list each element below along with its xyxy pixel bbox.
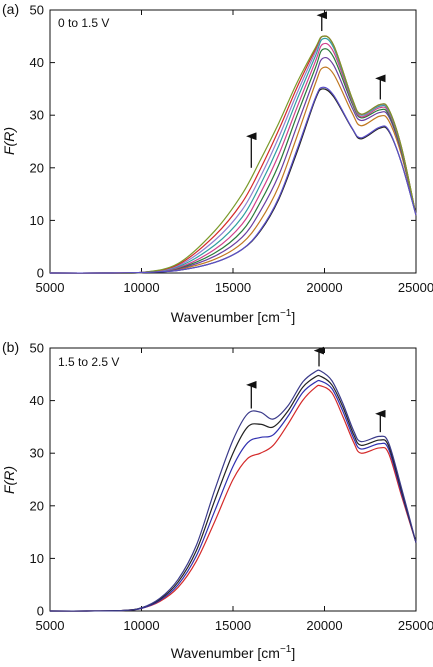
annotation-text: 0 to 1.5 V <box>58 16 109 30</box>
x-tick-label: 25000 <box>398 618 433 633</box>
y-tick-label: 40 <box>30 55 44 70</box>
x-tick-label: 10000 <box>123 280 159 295</box>
x-tick-label: 5000 <box>36 280 65 295</box>
series-line-1 <box>49 384 417 612</box>
y-tick-label: 0 <box>37 604 44 619</box>
x-tick-label: 20000 <box>306 280 342 295</box>
series-line-3 <box>49 374 417 612</box>
series-line-7 <box>49 35 417 274</box>
y-tick-label: 10 <box>30 551 44 566</box>
x-tick-label: 25000 <box>398 280 433 295</box>
series-line-9 <box>49 35 417 274</box>
y-tick-label: 50 <box>30 3 44 18</box>
x-tick-label: 15000 <box>215 280 251 295</box>
annotation-text: 1.5 to 2.5 V <box>58 355 119 369</box>
series-line-5 <box>49 42 417 274</box>
y-tick-label: 0 <box>37 266 44 281</box>
x-axis-label: Wavenumber [cm−1] <box>171 644 295 661</box>
series-line-4 <box>49 48 417 274</box>
x-tick-label: 10000 <box>123 618 159 633</box>
panel-label: (a) <box>2 1 19 17</box>
y-axis-label: F(R) <box>1 127 17 155</box>
arrows <box>246 346 386 433</box>
y-tick-label: 20 <box>30 160 44 175</box>
panel-b: (b) 1.5 to 2.5 V F(R) Wavenumber [cm−1] … <box>1 339 433 661</box>
svg-text:F(R): F(R) <box>1 127 17 155</box>
y-tick-label: 10 <box>30 213 44 228</box>
series-line-10 <box>49 86 417 274</box>
series-group <box>49 369 417 612</box>
series-line-2 <box>49 379 417 612</box>
x-axis-label: Wavenumber [cm−1] <box>171 308 295 325</box>
y-axis-label: F(R) <box>1 466 17 494</box>
arrows <box>246 11 386 168</box>
series-line-8 <box>49 35 417 274</box>
series-group <box>49 35 417 274</box>
series-line-6 <box>49 37 417 274</box>
y-tick-label: 30 <box>30 108 44 123</box>
y-tick-label: 30 <box>30 446 44 461</box>
x-tick-label: 20000 <box>306 618 342 633</box>
svg-text:F(R): F(R) <box>1 466 17 494</box>
y-ticks: 0 10 20 30 40 50 <box>30 3 416 281</box>
series-line-4 <box>49 369 417 612</box>
panel-label: (b) <box>2 339 19 355</box>
y-tick-label: 50 <box>30 341 44 356</box>
series-line-2 <box>49 66 417 274</box>
panel-a: (a) 0 to 1.5 V F(R) Wavenumber [cm−1] 50… <box>1 1 433 325</box>
x-ticks: 5000 10000 15000 20000 25000 <box>36 348 433 633</box>
y-tick-label: 40 <box>30 393 44 408</box>
x-tick-label: 15000 <box>215 618 251 633</box>
x-tick-label: 5000 <box>36 618 65 633</box>
y-tick-label: 20 <box>30 498 44 513</box>
x-ticks: 5000 10000 15000 20000 25000 <box>36 10 433 295</box>
y-ticks: 0 10 20 30 40 50 <box>30 341 416 619</box>
